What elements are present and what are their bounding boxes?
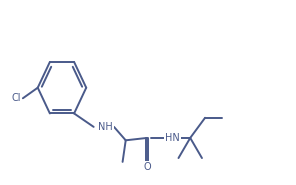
Text: Cl: Cl [11, 93, 21, 103]
Text: NH: NH [98, 122, 113, 132]
Text: HN: HN [165, 133, 180, 143]
Text: O: O [143, 162, 151, 172]
